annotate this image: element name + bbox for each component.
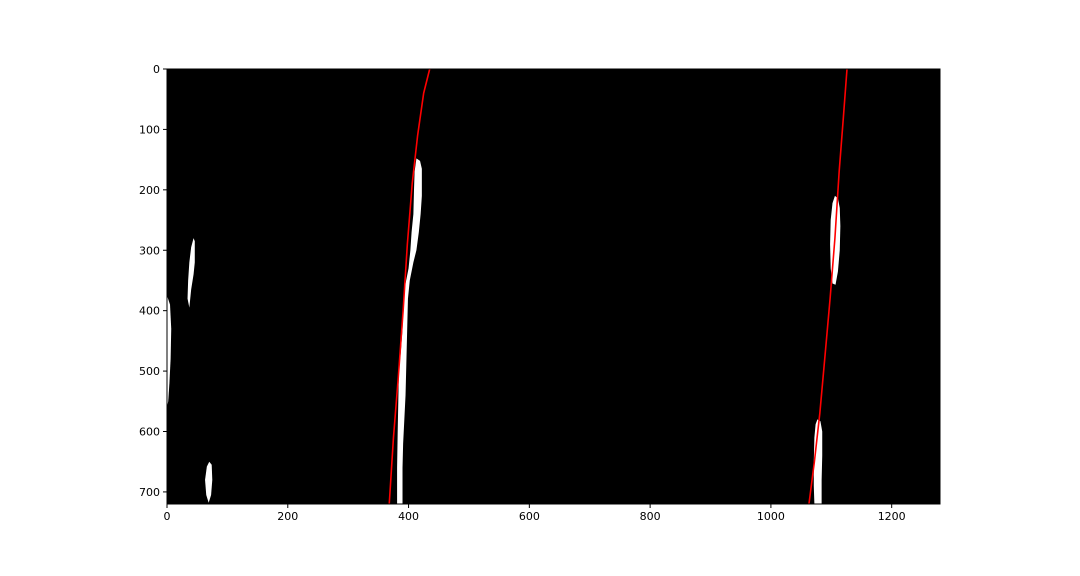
x-tick-label: 600 [519, 510, 540, 523]
left-lane-fit [388, 68, 431, 505]
left-edge-blob-upper [187, 238, 195, 308]
left-edge-blob-middle [167, 295, 172, 408]
y-tick-label: 400 [139, 305, 160, 318]
right-lane-lower-blob [813, 419, 823, 504]
x-tick-label: 400 [398, 510, 419, 523]
x-axis: 0 200 400 600 800 1000 1200 [164, 504, 906, 523]
lane-fit-lines [388, 68, 848, 505]
right-lane-fit [808, 68, 848, 505]
binary-image-background [167, 69, 940, 504]
x-tick-label: 1000 [757, 510, 785, 523]
x-tick-label: 800 [640, 510, 661, 523]
y-axis: 0 100 200 300 400 500 600 700 [139, 63, 167, 499]
lane-pixel-blobs [167, 158, 841, 505]
x-tick-label: 200 [277, 510, 298, 523]
y-tick-label: 0 [153, 63, 160, 76]
x-tick-label: 0 [164, 510, 171, 523]
y-tick-label: 100 [139, 123, 160, 136]
y-tick-label: 500 [139, 365, 160, 378]
x-tick-label: 1200 [878, 510, 906, 523]
y-tick-label: 700 [139, 486, 160, 499]
left-lane-blob [397, 158, 422, 505]
y-tick-label: 600 [139, 426, 160, 439]
plot-frame [166, 68, 941, 505]
y-tick-label: 300 [139, 244, 160, 257]
plot-area [166, 68, 941, 505]
y-tick-label: 200 [139, 184, 160, 197]
left-edge-blob-lower [205, 461, 213, 503]
